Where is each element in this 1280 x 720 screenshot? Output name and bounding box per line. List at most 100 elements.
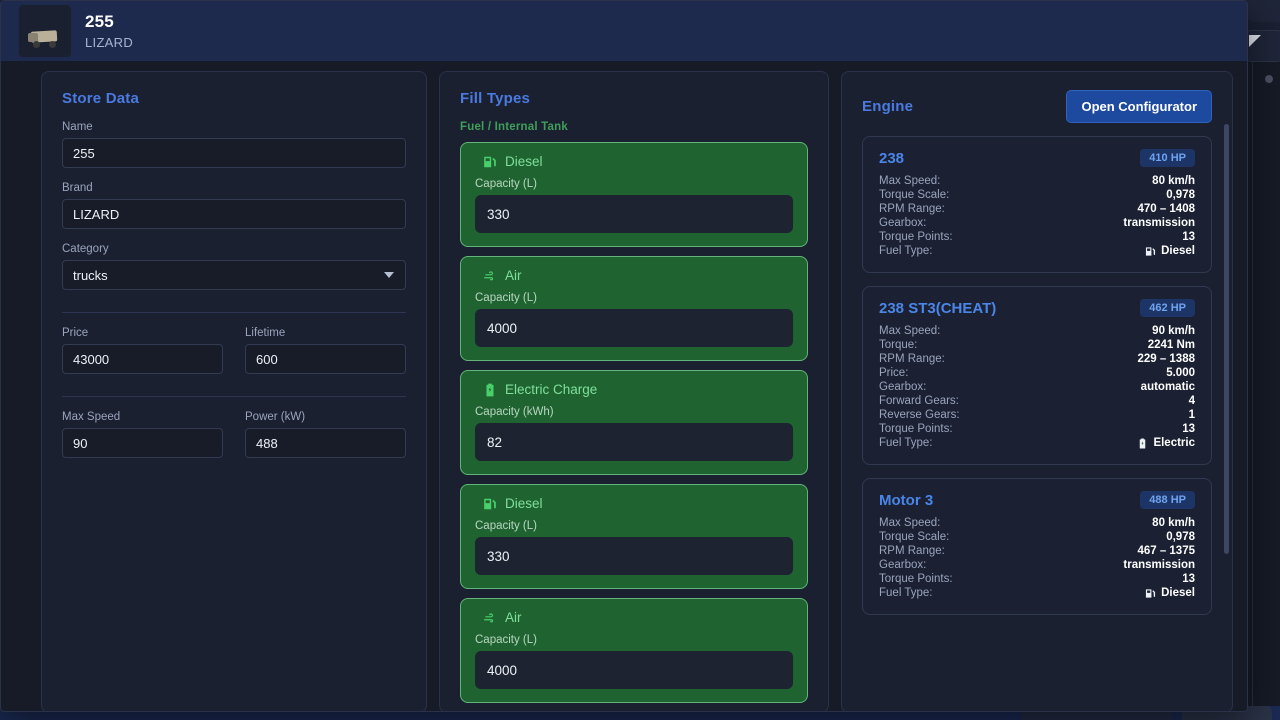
engine-spec-key: Torque Scale: bbox=[879, 531, 950, 543]
engine-spec-value: 470 – 1408 bbox=[1137, 203, 1195, 215]
field-label-brand: Brand bbox=[62, 182, 93, 194]
fill-capacity-label: Capacity (L) bbox=[475, 520, 537, 532]
battery-icon bbox=[1137, 437, 1148, 449]
engine-spec-key: Fuel Type: bbox=[879, 587, 933, 599]
fuel-pump-icon bbox=[1145, 588, 1156, 599]
fill-capacity-label: Capacity (kWh) bbox=[475, 406, 554, 418]
modal-body: Store Data Name Brand Category bbox=[1, 61, 1247, 711]
category-select[interactable] bbox=[62, 260, 406, 290]
engine-spec-value-text: 80 km/h bbox=[1152, 175, 1195, 187]
engine-spec-value-text: Diesel bbox=[1161, 245, 1195, 257]
engine-spec-row: Torque: 2241 Nm bbox=[879, 338, 1195, 352]
engine-spec-value: 2241 Nm bbox=[1148, 339, 1195, 351]
fill-capacity-label: Capacity (L) bbox=[475, 634, 537, 646]
field-label-category: Category bbox=[62, 243, 109, 255]
engine-spec-row: RPM Range: 229 – 1388 bbox=[879, 352, 1195, 366]
background-right-chip bbox=[1244, 30, 1280, 62]
engine-spec-row: Gearbox: transmission bbox=[879, 216, 1195, 230]
engine-spec-value: 13 bbox=[1182, 231, 1195, 243]
engine-spec-value-text: 80 km/h bbox=[1152, 517, 1195, 529]
engine-spec-key: Torque Points: bbox=[879, 423, 953, 435]
engine-panel: Engine Open Configurator 238 410 HP Max Sp… bbox=[841, 71, 1233, 711]
fill-capacity-label: Capacity (L) bbox=[475, 292, 537, 304]
engine-spec-value-text: 2241 Nm bbox=[1147, 339, 1195, 351]
engine-spec-value-text: Diesel bbox=[1161, 587, 1195, 599]
fill-capacity-input[interactable] bbox=[475, 537, 793, 575]
engine-spec-value-text: 467 – 1375 bbox=[1137, 545, 1195, 557]
engine-spec-key: Max Speed: bbox=[879, 175, 941, 187]
air-icon bbox=[483, 611, 497, 625]
battery-icon bbox=[483, 383, 497, 397]
fill-types-subtitle: Fuel / Internal Tank bbox=[460, 121, 568, 133]
fill-type-card: Diesel Capacity (L) bbox=[460, 142, 808, 247]
fill-capacity-input[interactable] bbox=[475, 651, 793, 689]
engine-spec-value-text: 13 bbox=[1182, 573, 1195, 585]
engine-spec-value: automatic bbox=[1141, 381, 1195, 393]
field-category: Category bbox=[62, 243, 406, 290]
store-data-title: Store Data bbox=[62, 90, 140, 107]
engine-spec-value: 80 km/h bbox=[1152, 517, 1195, 529]
engine-spec-value: 0,978 bbox=[1166, 531, 1195, 543]
engine-spec-row: Torque Scale: 0,978 bbox=[879, 188, 1195, 202]
background-panel-edge bbox=[1252, 62, 1253, 720]
engine-spec-value-text: 229 – 1388 bbox=[1137, 353, 1195, 365]
engine-spec-row: Forward Gears: 4 bbox=[879, 394, 1195, 408]
fuel-pump-icon bbox=[1145, 246, 1156, 257]
price-input[interactable] bbox=[62, 344, 223, 374]
engine-card[interactable]: Motor 3 488 HP Max Speed: 80 km/h Torque Sca… bbox=[862, 478, 1212, 615]
engine-spec-row: Max Speed: 90 km/h bbox=[879, 324, 1195, 338]
engine-spec-value: Diesel bbox=[1145, 245, 1195, 257]
fill-type-card: Electric Charge Capacity (kWh) bbox=[460, 370, 808, 475]
engine-spec-value-text: Electric bbox=[1153, 437, 1195, 449]
engine-spec-key: Gearbox: bbox=[879, 381, 927, 393]
engine-spec-value-text: 5.000 bbox=[1166, 367, 1195, 379]
air-icon bbox=[483, 269, 497, 283]
power-input[interactable] bbox=[245, 428, 406, 458]
engine-spec-key: Price: bbox=[879, 367, 909, 379]
background-right-chip-top bbox=[1248, 0, 1280, 22]
engine-spec-row: Price: 5.000 bbox=[879, 366, 1195, 380]
fill-types-title: Fill Types bbox=[460, 90, 531, 107]
max-speed-input[interactable] bbox=[62, 428, 223, 458]
fill-card-list: Diesel Capacity (L) Air Capacity (L) Electri… bbox=[460, 142, 808, 703]
engine-spec-key: Torque Scale: bbox=[879, 189, 950, 201]
engine-spec-value-text: 4 bbox=[1188, 395, 1195, 407]
engine-spec-value: 90 km/h bbox=[1152, 325, 1195, 337]
page-title: 255 bbox=[85, 12, 114, 31]
vehicle-brand-subtitle: LIZARD bbox=[85, 35, 134, 50]
fill-capacity-input[interactable] bbox=[475, 195, 793, 233]
field-brand: Brand bbox=[62, 182, 406, 229]
engine-scrollbar-thumb[interactable] bbox=[1224, 124, 1229, 554]
engine-card[interactable]: 238 ST3(CHEAT) 462 HP Max Speed: 90 km/h Tor… bbox=[862, 286, 1212, 465]
fill-capacity-input[interactable] bbox=[475, 309, 793, 347]
engine-spec-value-text: 0,978 bbox=[1166, 531, 1195, 543]
fill-capacity-input[interactable] bbox=[475, 423, 793, 461]
engine-spec-value: 5.000 bbox=[1166, 367, 1195, 379]
name-input[interactable] bbox=[62, 138, 406, 168]
engine-spec-row: Torque Points: 13 bbox=[879, 230, 1195, 244]
engine-spec-row: Torque Points: 13 bbox=[879, 572, 1195, 586]
engine-spec-value-text: transmission bbox=[1123, 217, 1195, 229]
engine-hp-badge: 488 HP bbox=[1140, 491, 1195, 509]
field-max-speed: Max Speed bbox=[62, 411, 223, 458]
open-configurator-button[interactable]: Open Configurator bbox=[1066, 90, 1212, 123]
engine-spec-row: Reverse Gears: 1 bbox=[879, 408, 1195, 422]
field-label-name: Name bbox=[62, 121, 93, 133]
engine-card-list: 238 410 HP Max Speed: 80 km/h Torque Scale: 0… bbox=[862, 136, 1212, 615]
lifetime-input[interactable] bbox=[245, 344, 406, 374]
fill-capacity-label: Capacity (L) bbox=[475, 178, 537, 190]
engine-spec-key: Torque Points: bbox=[879, 231, 953, 243]
engine-spec-row: Torque Points: 13 bbox=[879, 422, 1195, 436]
engine-card[interactable]: 238 410 HP Max Speed: 80 km/h Torque Scale: 0… bbox=[862, 136, 1212, 273]
engine-spec-key: RPM Range: bbox=[879, 203, 945, 215]
brand-input[interactable] bbox=[62, 199, 406, 229]
engine-spec-value: 0,978 bbox=[1166, 189, 1195, 201]
field-price: Price bbox=[62, 327, 223, 374]
fill-type-card: Air Capacity (L) bbox=[460, 256, 808, 361]
engine-header: Engine Open Configurator bbox=[862, 90, 1212, 123]
truck-thumbnail-icon bbox=[19, 5, 71, 57]
engine-spec-key: Forward Gears: bbox=[879, 395, 959, 407]
engine-spec-key: Torque: bbox=[879, 339, 918, 351]
field-lifetime: Lifetime bbox=[245, 327, 406, 374]
engine-spec-key: Max Speed: bbox=[879, 517, 941, 529]
